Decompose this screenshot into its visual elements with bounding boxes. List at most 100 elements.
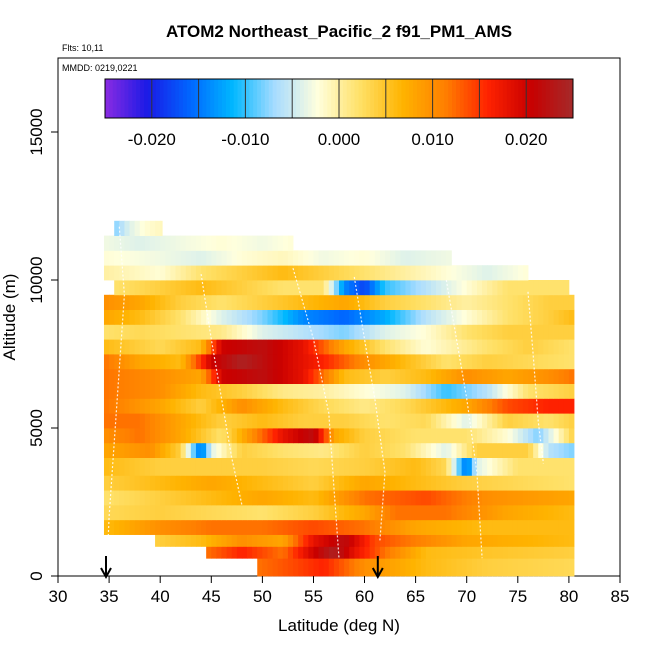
heatmap-cell xyxy=(430,368,437,384)
heatmap-cell xyxy=(390,250,396,266)
heatmap-cell xyxy=(364,265,371,281)
heatmap-cell xyxy=(221,504,227,521)
heatmap-cell xyxy=(415,324,422,340)
heatmap-cell xyxy=(323,354,330,370)
heatmap-cell xyxy=(134,280,141,296)
heatmap-cell xyxy=(155,220,161,236)
heatmap-cell xyxy=(482,475,488,491)
heatmap-cell xyxy=(201,490,207,506)
heatmap-cell xyxy=(553,413,560,429)
heatmap-cell xyxy=(430,339,437,355)
heatmap-cell xyxy=(492,558,498,577)
heatmap-cell xyxy=(461,428,468,444)
heatmap-cell xyxy=(400,324,406,340)
heatmap-cell xyxy=(446,490,452,506)
heatmap-cell xyxy=(364,504,371,521)
heatmap-cell xyxy=(507,546,514,559)
heatmap-cell xyxy=(211,413,217,429)
heatmap-cell xyxy=(369,428,376,444)
heatmap-cell xyxy=(446,428,452,444)
heatmap-cell xyxy=(149,383,156,399)
heatmap-cell xyxy=(252,490,258,506)
heatmap-cell xyxy=(430,413,437,429)
heatmap-cell xyxy=(354,265,360,281)
heatmap-cell xyxy=(185,294,192,310)
heatmap-cell xyxy=(533,546,539,559)
heatmap-cell xyxy=(420,265,427,281)
heatmap-cell xyxy=(430,398,437,414)
heatmap-cell xyxy=(139,368,146,384)
heatmap-cell xyxy=(405,457,411,476)
heatmap-cell xyxy=(267,428,273,444)
heatmap-cell xyxy=(344,250,350,266)
heatmap-cell xyxy=(216,339,222,355)
heatmap-cell xyxy=(390,558,396,577)
heatmap-cell xyxy=(139,309,146,325)
heatmap-cell xyxy=(155,309,161,325)
heatmap-cell xyxy=(354,504,360,521)
heatmap-cell xyxy=(170,324,176,340)
heatmap-cell xyxy=(364,383,371,399)
heatmap-cell xyxy=(528,294,534,310)
heatmap-cell xyxy=(282,504,289,521)
heatmap-cell xyxy=(165,504,171,521)
heatmap-cell xyxy=(206,294,212,310)
heatmap-cell xyxy=(344,354,350,370)
heatmap-cell xyxy=(410,280,417,296)
heatmap-cell xyxy=(344,294,350,310)
heatmap-cell xyxy=(293,383,299,399)
colorbar-segment xyxy=(479,79,484,118)
heatmap-cell xyxy=(487,457,493,476)
heatmap-cell xyxy=(339,339,345,355)
heatmap-cell xyxy=(497,383,503,399)
heatmap-cell xyxy=(144,339,151,355)
heatmap-cell xyxy=(124,339,130,355)
heatmap-cell xyxy=(558,475,565,491)
heatmap-cell xyxy=(369,546,376,559)
heatmap-cell xyxy=(369,309,376,325)
heatmap-cell xyxy=(400,504,406,521)
heatmap-cell xyxy=(374,398,381,414)
heatmap-cell xyxy=(502,339,508,355)
heatmap-cell xyxy=(124,457,130,476)
heatmap-cell xyxy=(160,294,166,310)
heatmap-cell xyxy=(507,475,514,491)
heatmap-cell xyxy=(446,250,452,266)
heatmap-cell xyxy=(257,504,263,521)
heatmap-cell xyxy=(528,339,534,355)
heatmap-cell xyxy=(333,558,340,577)
heatmap-cell xyxy=(216,324,222,340)
heatmap-cell xyxy=(211,265,217,281)
heatmap-cell xyxy=(492,339,498,355)
heatmap-cell xyxy=(512,324,519,340)
heatmap-cell xyxy=(313,339,319,355)
heatmap-cell xyxy=(211,383,217,399)
heatmap-cell xyxy=(492,442,498,458)
heatmap-cell xyxy=(522,383,529,399)
heatmap-cell xyxy=(436,250,442,266)
heatmap-cell xyxy=(517,324,524,340)
heatmap-cell xyxy=(364,490,371,506)
heatmap-cell xyxy=(359,294,365,310)
heatmap-cell xyxy=(114,413,120,429)
heatmap-cell xyxy=(114,519,120,535)
heatmap-cell xyxy=(466,324,473,340)
heatmap-cell xyxy=(293,490,299,506)
heatmap-cell xyxy=(384,324,391,340)
colorbar-segment xyxy=(319,79,324,118)
heatmap-cell xyxy=(129,294,136,310)
heatmap-cell xyxy=(436,428,442,444)
heatmap-cell xyxy=(405,265,411,281)
heatmap-cell xyxy=(303,519,309,535)
colorbar-segment xyxy=(545,79,551,118)
heatmap-cell xyxy=(420,504,427,521)
heatmap-cell xyxy=(180,250,187,266)
heatmap-cell xyxy=(328,354,335,370)
heatmap-cell xyxy=(160,280,166,296)
heatmap-cell xyxy=(160,324,166,340)
heatmap-cell xyxy=(236,475,243,491)
heatmap-cell xyxy=(175,442,182,458)
heatmap-cell xyxy=(313,250,319,266)
heatmap-cell xyxy=(492,490,498,506)
x-tick-label: 35 xyxy=(100,587,119,606)
